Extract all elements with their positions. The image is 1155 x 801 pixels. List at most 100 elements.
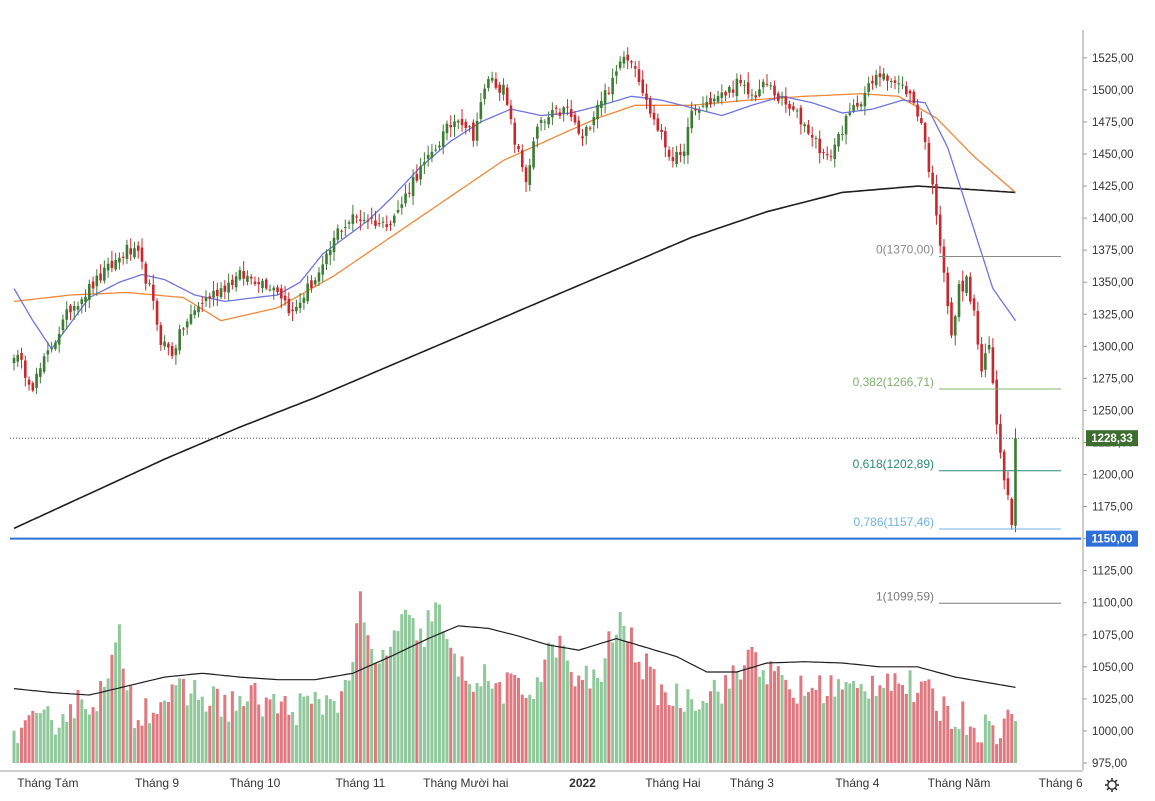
candle <box>99 264 102 284</box>
volume-bar <box>686 689 690 763</box>
volume-bar <box>358 591 362 763</box>
candle <box>498 81 501 101</box>
candle <box>144 261 148 291</box>
volume-bar <box>212 686 216 763</box>
candle <box>231 274 234 290</box>
volume-bar <box>618 612 622 763</box>
volume-bar <box>95 711 99 763</box>
volume-bar <box>238 695 242 763</box>
volume-bar <box>46 706 50 763</box>
candle <box>856 95 859 110</box>
volume-bar <box>509 673 513 763</box>
candle <box>754 91 758 102</box>
candle <box>472 119 475 147</box>
candle <box>200 296 204 313</box>
volume-bar <box>268 699 272 763</box>
volume-bar <box>603 658 607 763</box>
candle <box>125 239 129 264</box>
volume-bar <box>697 709 701 763</box>
volume-bar <box>287 714 291 763</box>
candle <box>42 353 46 374</box>
volume-bar <box>449 647 453 763</box>
candle <box>731 80 735 98</box>
candle <box>20 347 23 369</box>
candle <box>969 272 972 305</box>
volume-bar <box>528 694 532 763</box>
candle <box>957 280 961 322</box>
candle <box>494 72 498 90</box>
volume-bar <box>837 679 841 763</box>
volume-bar <box>558 635 562 763</box>
candle <box>283 285 287 306</box>
volume-bar <box>795 703 799 763</box>
candle <box>351 204 355 231</box>
volume-bar <box>42 709 46 763</box>
volume-bar <box>611 642 615 763</box>
candle <box>174 344 178 366</box>
volume-bar <box>614 634 618 763</box>
candle <box>419 158 422 186</box>
settings-icon[interactable] <box>1105 778 1119 792</box>
candle <box>705 95 709 112</box>
volume-bar <box>916 692 920 763</box>
volume-bar <box>757 676 761 763</box>
volume-bar <box>520 694 524 763</box>
volume-bar <box>309 703 313 763</box>
candle <box>976 301 980 350</box>
candle <box>592 111 596 133</box>
volume-bar <box>336 712 340 763</box>
price-levels <box>10 437 1081 540</box>
candle <box>426 145 430 167</box>
candle <box>69 303 72 321</box>
candle <box>396 200 400 214</box>
candle <box>385 215 389 231</box>
candle <box>483 83 486 105</box>
candle <box>313 277 317 287</box>
candle <box>80 296 84 314</box>
volume-bar <box>264 697 268 763</box>
volume-bar <box>931 688 935 763</box>
volume-bar <box>855 687 859 763</box>
candle <box>152 274 155 310</box>
candle <box>336 224 340 244</box>
x-tick-label: Tháng 6 <box>1039 776 1083 790</box>
x-tick-label: 2022 <box>569 776 596 790</box>
volume-bar <box>874 695 878 763</box>
candle <box>769 81 773 91</box>
candle <box>577 116 581 136</box>
candle <box>581 128 584 147</box>
volume-bar <box>498 682 502 763</box>
volume-bar <box>230 691 234 763</box>
volume-bar <box>422 646 426 763</box>
volume-bar <box>404 609 408 763</box>
candle <box>953 314 957 346</box>
volume-bar <box>859 684 863 763</box>
volume-bar <box>901 684 905 763</box>
candle <box>690 101 693 134</box>
candle <box>310 275 313 293</box>
volume-bar <box>148 723 152 763</box>
volume-bar <box>852 681 856 763</box>
fib-level-label: 1(1099,59) <box>876 589 934 603</box>
volume-bar <box>102 686 106 763</box>
volume-bar <box>321 714 325 763</box>
candle <box>686 117 690 164</box>
candle <box>799 104 803 135</box>
candle <box>276 284 279 296</box>
candle <box>27 376 31 391</box>
candle <box>901 76 904 90</box>
candle <box>694 104 697 116</box>
candle <box>513 117 517 154</box>
candle <box>204 290 208 307</box>
candle <box>242 261 245 286</box>
volume-bar <box>991 725 995 763</box>
volume-bar <box>99 681 103 763</box>
volume-bar <box>340 691 344 763</box>
volume-bar <box>912 701 916 763</box>
candle <box>464 119 468 135</box>
candle <box>355 214 358 224</box>
volume-bar <box>878 685 882 763</box>
volume-bar <box>919 681 923 763</box>
